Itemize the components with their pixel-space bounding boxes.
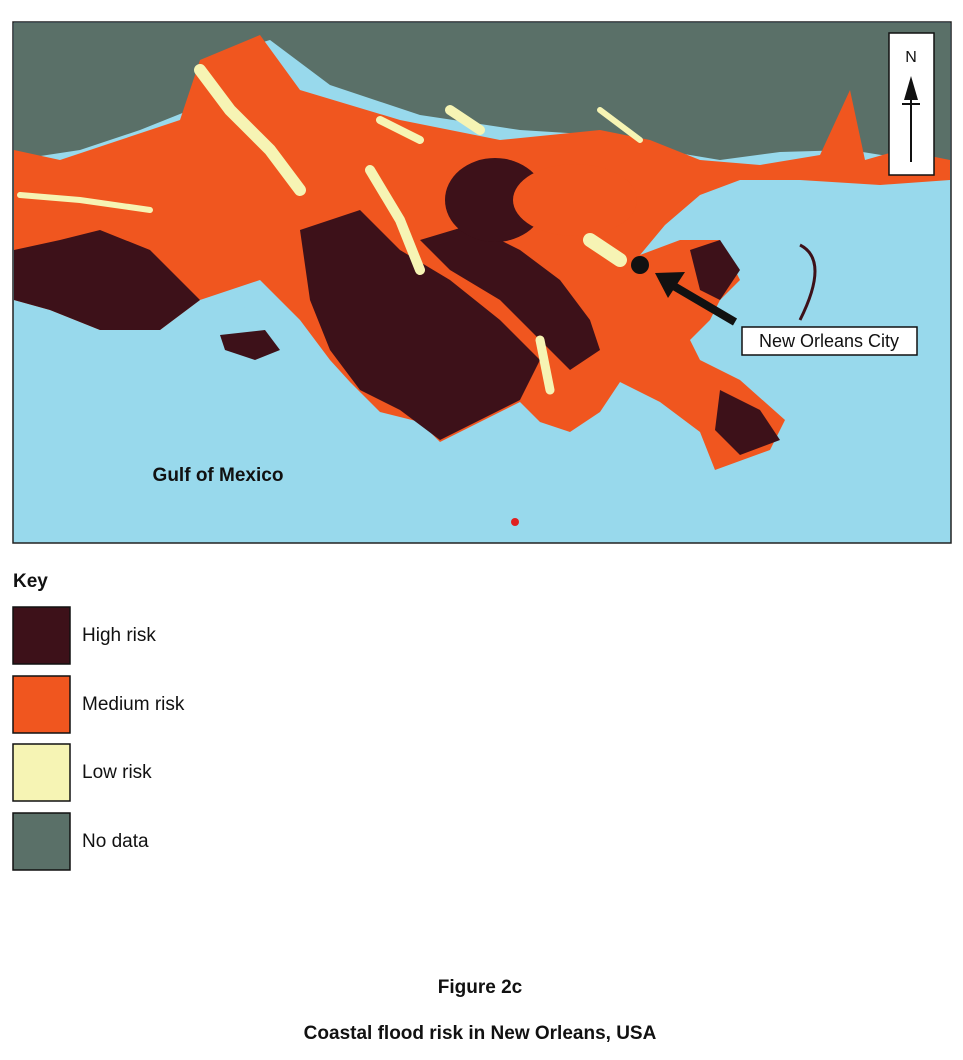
arrow-head (655, 272, 685, 298)
high-risk-area (14, 230, 200, 330)
no-data-land (14, 23, 950, 168)
high-risk-area (715, 390, 780, 455)
high-risk-area (445, 158, 545, 242)
bay (204, 306, 260, 334)
key-title: Key (13, 571, 48, 592)
key-swatch (12, 812, 71, 871)
key: Key High risk Medium risk Low risk No data (12, 571, 185, 871)
key-swatch (12, 675, 71, 734)
sea-label: Gulf of Mexico (153, 465, 284, 486)
key-label: No data (82, 831, 149, 852)
key-label: Low risk (82, 762, 152, 783)
city-marker (631, 256, 649, 274)
island (220, 330, 280, 360)
key-label: High risk (82, 625, 156, 646)
low-risk-areas (17, 64, 643, 395)
high-risk-area (690, 240, 740, 300)
city-label-box (741, 326, 918, 356)
key-label: Medium risk (82, 694, 185, 715)
city-label: New Orleans City (759, 331, 899, 351)
map: Gulf of Mexico New Orleans City N (12, 21, 952, 544)
north-label: N (905, 49, 917, 66)
figure-number: Figure 2c (438, 977, 523, 998)
lake (513, 164, 637, 236)
key-swatch (12, 743, 71, 802)
key-swatch (12, 606, 71, 665)
marker (511, 518, 519, 526)
high-risk-area (420, 225, 600, 370)
north-arrow-head (904, 76, 918, 100)
arrow-shaft (669, 281, 738, 326)
high-risk-area (300, 210, 540, 440)
figure-title: Coastal flood risk in New Orleans, USA (304, 1023, 657, 1044)
barrier-island (798, 243, 817, 321)
